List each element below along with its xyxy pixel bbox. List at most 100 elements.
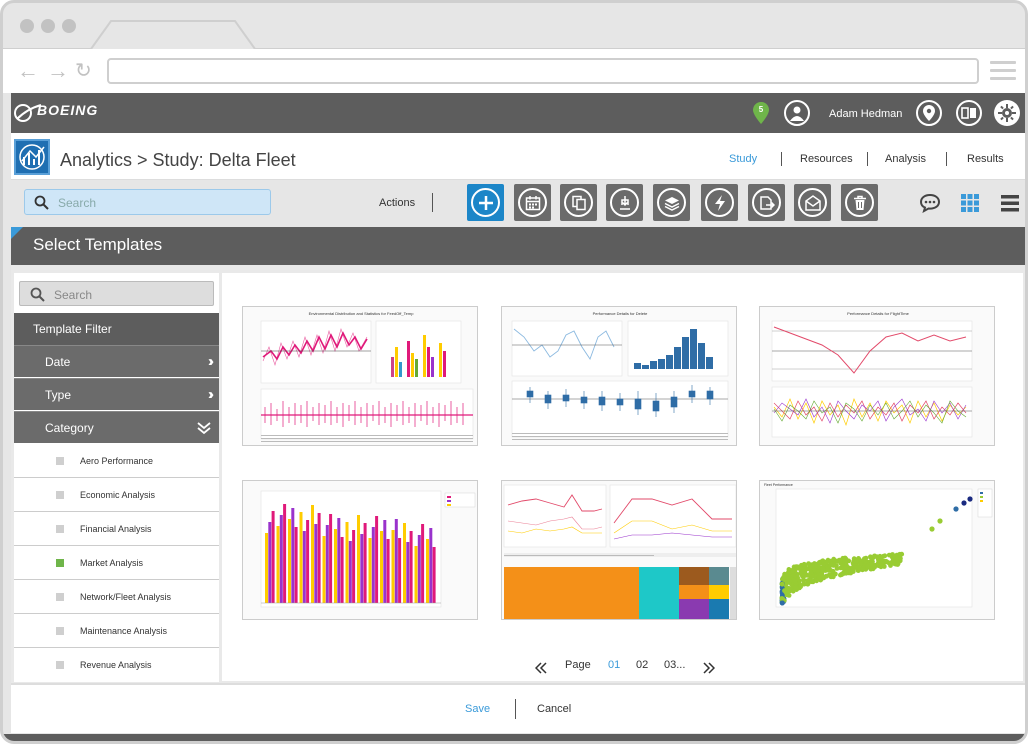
category-checkbox[interactable]: [56, 525, 64, 533]
user-avatar-icon[interactable]: [784, 100, 810, 126]
page-03[interactable]: 03...: [664, 659, 686, 671]
template-card[interactable]: Performance Details for Delete: [501, 306, 737, 446]
category-network-fleet-analysis[interactable]: Network/Fleet Analysis: [14, 580, 219, 614]
thumbnail-point: [798, 569, 804, 575]
copy-icon: [571, 195, 586, 210]
category-checkbox-checked[interactable]: [56, 559, 64, 567]
filter-category[interactable]: Category: [14, 411, 219, 443]
forward-arrow-icon[interactable]: →: [47, 58, 69, 83]
category-economic-analysis[interactable]: Economic Analysis: [14, 478, 219, 512]
cancel-button[interactable]: Cancel: [537, 703, 572, 715]
url-field[interactable]: [107, 58, 979, 84]
category-financial-analysis[interactable]: Financial Analysis: [14, 512, 219, 546]
corner-accent: [11, 227, 23, 239]
browser-menu-icon[interactable]: [990, 61, 1016, 81]
thumbnail-point: [814, 578, 819, 584]
thumbnail-bar: [421, 524, 425, 603]
thumbnail-point: [795, 564, 800, 570]
category-checkbox[interactable]: [56, 593, 64, 601]
book-icon[interactable]: [956, 100, 982, 126]
import-button[interactable]: [606, 184, 643, 221]
category-checkbox[interactable]: [56, 491, 64, 499]
thumbnail-point: [823, 573, 829, 579]
thumbnail-point: [779, 596, 785, 601]
chevron-right-double-icon[interactable]: [703, 662, 715, 674]
thumbnail-bar: [406, 542, 410, 603]
category-maintenance-analysis[interactable]: Maintenance Analysis: [14, 614, 219, 648]
add-button[interactable]: [467, 184, 504, 221]
export-button[interactable]: [748, 184, 785, 221]
tab-divider: [946, 152, 947, 166]
page-02[interactable]: 02: [636, 659, 649, 671]
template-card[interactable]: Environmental Distribution and Statistic…: [242, 306, 478, 446]
layers-button[interactable]: [653, 184, 690, 221]
thumbnail-point: [828, 574, 834, 580]
chevron-left-double-icon[interactable]: [535, 662, 547, 674]
category-revenue-analysis[interactable]: Revenue Analysis: [14, 648, 219, 682]
thumbnail-bar: [276, 526, 280, 603]
thumbnail-point: [898, 556, 903, 561]
title-bar: Analytics > Study: Delta Fleet Study Res…: [11, 133, 1025, 180]
thumbnail-point: [881, 564, 887, 569]
list-view-icon[interactable]: [1000, 193, 1020, 213]
search-input[interactable]: Search: [24, 189, 271, 215]
tab-analysis[interactable]: Analysis: [885, 153, 926, 165]
thumbnail-bar: [279, 515, 283, 603]
category-checkbox[interactable]: [56, 627, 64, 635]
delete-button[interactable]: [841, 184, 878, 221]
window-close-dot[interactable]: [20, 19, 34, 33]
user-name[interactable]: Adam Hedman: [829, 108, 903, 120]
template-card[interactable]: Performance Details for FlightTime: [759, 306, 995, 446]
category-checkbox[interactable]: [56, 457, 64, 465]
tab-study[interactable]: Study: [729, 153, 758, 165]
reload-icon[interactable]: ↻: [75, 60, 92, 82]
notification-badge[interactable]: 5: [753, 102, 769, 124]
boeing-logo-icon: [14, 104, 42, 122]
tab-resources[interactable]: Resources: [800, 153, 853, 165]
category-label: Revenue Analysis: [80, 660, 152, 670]
location-pin-icon[interactable]: [916, 100, 942, 126]
category-checkbox[interactable]: [56, 661, 64, 669]
copy-button[interactable]: [560, 184, 597, 221]
thumbnail-bar: [414, 546, 418, 603]
thumbnail-point: [831, 556, 837, 562]
thumbnail-point: [808, 570, 814, 576]
address-bar-area: ← → ↻: [3, 49, 1025, 93]
gear-icon[interactable]: [994, 100, 1020, 126]
back-arrow-icon[interactable]: ←: [17, 58, 39, 83]
thumbnail-bar: [294, 527, 298, 603]
run-button[interactable]: [701, 184, 738, 221]
chevron-down-icon: [197, 422, 211, 435]
template-filter-heading: Template Filter: [14, 313, 219, 345]
filter-date[interactable]: Date ››: [14, 345, 219, 377]
comment-icon[interactable]: [920, 193, 940, 213]
page-01[interactable]: 01: [608, 659, 621, 671]
window-maximize-dot[interactable]: [62, 19, 76, 33]
template-card[interactable]: Fleet Performance: [759, 480, 995, 620]
tab-divider: [781, 152, 782, 166]
thumbnail-bar: [322, 536, 326, 603]
tab-results[interactable]: Results: [967, 153, 1004, 165]
template-card[interactable]: [242, 480, 478, 620]
thumbnail-point: [895, 561, 901, 567]
template-card[interactable]: [501, 480, 737, 620]
filter-type[interactable]: Type ››: [14, 378, 219, 410]
thumbnail-point: [801, 577, 806, 583]
thumbnail-bar: [375, 516, 379, 603]
filter-search-input[interactable]: Search: [19, 281, 214, 306]
save-button[interactable]: Save: [465, 703, 491, 715]
thumbnail-point: [809, 562, 815, 568]
grid-view-icon[interactable]: [960, 193, 980, 213]
thumbnail-bar: [429, 528, 433, 603]
schedule-button[interactable]: [514, 184, 551, 221]
thumbnail-point: [856, 564, 861, 570]
category-market-analysis[interactable]: Market Analysis: [14, 546, 219, 580]
category-aero-performance[interactable]: Aero Performance: [14, 444, 219, 478]
window-minimize-dot[interactable]: [41, 19, 55, 33]
category-label: Aero Performance: [80, 456, 154, 466]
analytics-app-icon[interactable]: [14, 139, 50, 175]
thumbnail-point: [793, 585, 799, 591]
share-button[interactable]: [794, 184, 831, 221]
category-label: Economic Analysis: [80, 490, 156, 500]
thumbnail-bar: [368, 538, 372, 603]
